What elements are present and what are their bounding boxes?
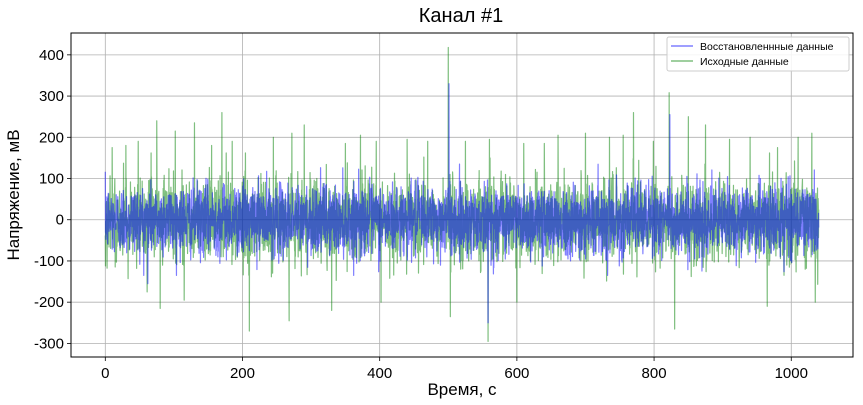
y-tick-label: -100: [34, 253, 64, 270]
y-tick-label: 300: [39, 88, 64, 105]
series-line-reconstructed: [104, 83, 820, 324]
y-tick-label: -200: [34, 294, 64, 311]
x-axis-label: Время, с: [427, 380, 497, 399]
plot-area: [70, 32, 854, 358]
chart-title: Канал #1: [419, 5, 503, 27]
y-axis-label: Напряжение, мВ: [4, 129, 23, 260]
y-tick-label: -300: [34, 335, 64, 352]
x-tick-label: 1000: [775, 365, 808, 382]
y-tick-label: 0: [56, 212, 64, 229]
x-tick-label: 200: [230, 365, 255, 382]
y-tick-label: 200: [39, 129, 64, 146]
y-tick-label: 400: [39, 47, 64, 64]
x-tick-label: 600: [504, 365, 529, 382]
grid: [71, 33, 853, 357]
plot-frame: [70, 32, 854, 358]
series-layer: [104, 46, 820, 342]
legend-label-original: Исходные данные: [700, 56, 789, 68]
y-axis: -300 -200 -100 0 100 200 300 400: [34, 47, 71, 352]
x-tick-label: 400: [367, 365, 392, 382]
x-axis: 0 200 400 600 800 1000: [101, 357, 808, 382]
x-tick-label: 800: [642, 365, 667, 382]
legend: Восстановленнные данные Исходные данные: [666, 36, 850, 72]
y-tick-label: 100: [39, 171, 64, 188]
legend-frame: [666, 36, 850, 72]
x-tick-label: 0: [101, 365, 109, 382]
legend-label-reconstructed: Восстановленнные данные: [700, 41, 834, 53]
